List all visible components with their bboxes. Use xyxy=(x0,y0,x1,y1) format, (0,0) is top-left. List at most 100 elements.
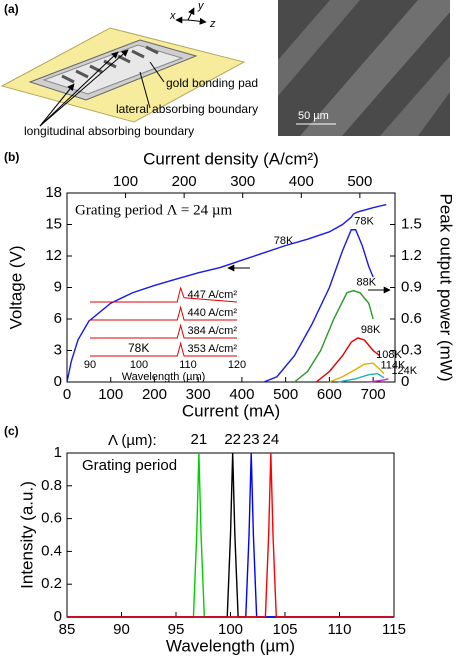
sem-ridge xyxy=(300,0,450,136)
series-line xyxy=(329,362,385,383)
sem-ridge xyxy=(380,56,450,136)
diagram-label: gold bonding pad xyxy=(166,76,258,90)
y-axis-title: Voltage (V) xyxy=(6,245,25,329)
series-line xyxy=(67,452,394,618)
series-label: 114K xyxy=(381,360,407,372)
panel-label: (b) xyxy=(4,150,19,164)
spectrum-label: 353 A/cm² xyxy=(187,343,237,355)
series-line xyxy=(66,203,387,383)
callout xyxy=(39,51,119,127)
x2-tick-label: 300 xyxy=(230,173,255,190)
sem-image: 50 µm xyxy=(278,0,450,136)
axis-label: x xyxy=(169,10,176,22)
y-tick-label: 9 xyxy=(54,278,62,295)
series-line xyxy=(263,229,374,383)
x-tick-label: 85 xyxy=(59,621,76,638)
panel-label: (a) xyxy=(4,2,19,16)
y2-tick-label: 0 xyxy=(401,373,409,390)
x-tick-label: 120 xyxy=(228,359,246,371)
series-label: 98K xyxy=(361,324,381,336)
y-tick-label: 12 xyxy=(45,247,62,264)
y-tick-label: 18 xyxy=(45,184,62,201)
x-axis-title: Wavelength (µm) xyxy=(122,371,206,383)
tooth xyxy=(75,69,89,79)
series-label: 21 xyxy=(191,431,208,448)
x-axis-title: Wavelength (µm) xyxy=(166,636,295,655)
axis-label: y xyxy=(197,0,205,12)
y2-tick-label: 0.3 xyxy=(401,341,422,358)
series-line xyxy=(338,372,385,383)
annotation: Grating period Λ = 24 µm xyxy=(75,202,232,218)
tooth xyxy=(89,64,103,74)
series-line xyxy=(315,337,381,383)
spectrum-line xyxy=(90,305,237,321)
x-tick-label: 105 xyxy=(272,621,297,638)
x2-tick-label: 400 xyxy=(289,173,314,190)
sem-ridge xyxy=(278,0,360,96)
x2-tick-label: 100 xyxy=(113,173,138,190)
axis-label: z xyxy=(209,18,216,30)
callout xyxy=(39,83,75,127)
x-tick-label: 90 xyxy=(84,359,96,371)
y-tick-label: 0.8 xyxy=(41,477,62,494)
x-tick-label: 600 xyxy=(317,386,342,403)
y2-tick-label: 1.2 xyxy=(401,247,422,264)
y2-tick-label: 0.9 xyxy=(401,278,422,295)
y2-tick-label: 1.5 xyxy=(401,215,422,232)
series-label: 22 xyxy=(224,431,241,448)
x-tick-label: 110 xyxy=(179,359,197,371)
callout xyxy=(149,61,165,83)
spectrum-label: 384 A/cm² xyxy=(187,325,237,337)
axis-arrow xyxy=(187,7,195,21)
tooth xyxy=(145,45,159,55)
series-label: 124K xyxy=(391,365,417,377)
series-label: 23 xyxy=(243,431,260,448)
tooth xyxy=(61,74,75,84)
y-tick-label: 6 xyxy=(54,310,62,327)
y-tick-label: 0 xyxy=(54,373,62,390)
y-tick-label: 0.2 xyxy=(41,575,62,592)
x-tick-label: 100 xyxy=(218,621,243,638)
y2-tick-label: 0.6 xyxy=(401,310,422,327)
panel-label: (c) xyxy=(4,424,19,438)
x-tick-label: 90 xyxy=(113,621,130,638)
annotation: Grating period xyxy=(82,457,177,474)
tooth xyxy=(131,49,145,59)
tooth xyxy=(103,59,117,69)
series-label: 24 xyxy=(262,431,279,448)
y-tick-label: 1 xyxy=(54,444,62,461)
spectrum-label: 440 A/cm² xyxy=(187,307,237,319)
series-label: 78K xyxy=(354,216,374,228)
x-tick-label: 115 xyxy=(382,621,406,638)
x-tick-label: 110 xyxy=(328,621,352,638)
series-line xyxy=(293,289,374,383)
x-tick-label: 500 xyxy=(273,386,298,403)
series-label: 78K xyxy=(274,235,294,247)
x-tick-label: 0 xyxy=(63,386,71,403)
x-tick-label: 300 xyxy=(186,386,211,403)
series-label: 88K xyxy=(356,277,376,289)
y-tick-label: 0 xyxy=(54,608,62,625)
x-tick-label: 400 xyxy=(229,386,254,403)
x2-tick-label: 500 xyxy=(347,173,372,190)
x2-tick-label: 200 xyxy=(172,173,197,190)
spectrum-line xyxy=(90,286,238,303)
series-line xyxy=(67,452,394,618)
series-line xyxy=(368,378,389,383)
y2-axis-title: Peak output power (mW) xyxy=(437,193,456,381)
annotation: Λ (µm): xyxy=(108,432,157,449)
y-axis-title: Intensity (a.u.) xyxy=(17,481,36,589)
x2-axis-title: Current density (A/cm²) xyxy=(143,149,319,168)
y-tick-label: 0.6 xyxy=(41,510,62,527)
x-tick-label: 95 xyxy=(168,621,185,638)
annotation: 78K xyxy=(128,341,149,355)
x-tick-label: 200 xyxy=(142,386,167,403)
diagram-label: longitudinal absorbing boundary xyxy=(24,124,194,138)
spectrum-line xyxy=(90,323,237,339)
x-axis-title: Current (mA) xyxy=(182,401,280,420)
axis-arrow xyxy=(187,17,207,25)
x-tick-label: 700 xyxy=(361,386,386,403)
y-tick-label: 0.4 xyxy=(41,542,62,559)
spectrum-line xyxy=(90,341,237,357)
